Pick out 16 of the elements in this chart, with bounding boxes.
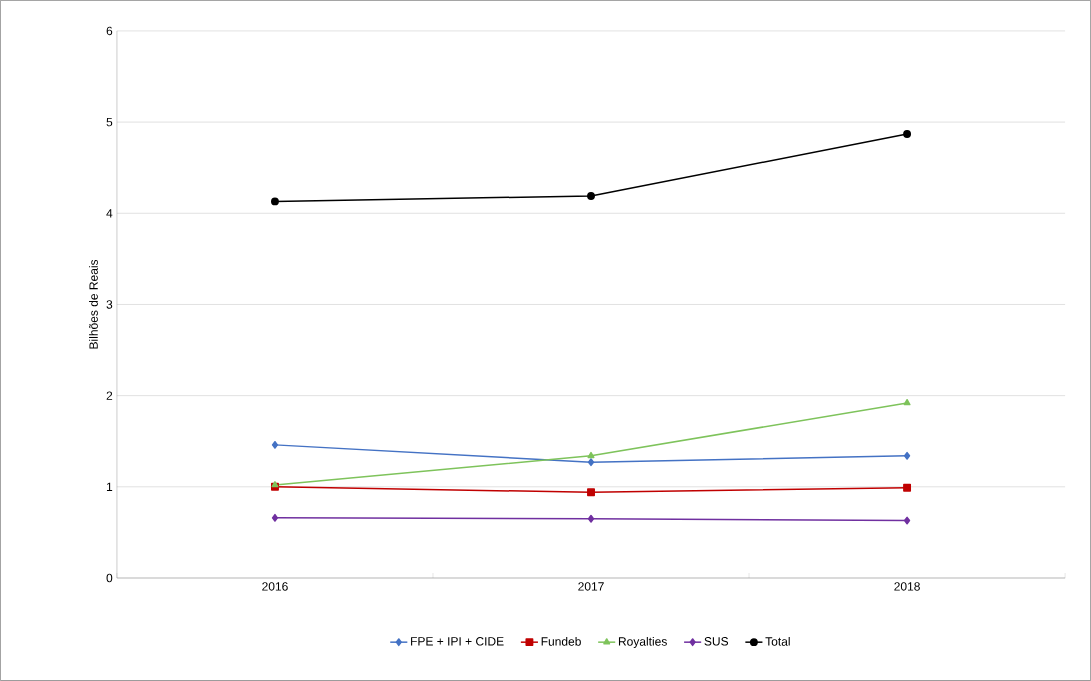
legend-label: SUS: [704, 637, 729, 646]
legend-label: FPE + IPI + CIDE: [411, 637, 504, 646]
y-axis-title: Bilhões de Reais: [89, 259, 98, 349]
y-tick-label: 5: [106, 117, 113, 127]
y-tick-label: 0: [106, 573, 113, 583]
x-tick-label: 2018: [894, 582, 920, 591]
y-tick-label: 2: [106, 391, 113, 400]
y-tick-label: 6: [106, 26, 113, 36]
legend-label: Total: [765, 636, 790, 646]
legend-label: Fundeb: [541, 636, 581, 646]
x-tick-label: 2016: [262, 582, 288, 591]
legend-label: Royalties: [618, 636, 667, 649]
y-tick-label: 1: [106, 482, 113, 491]
y-tick-label: 3: [106, 300, 113, 309]
x-tick-label: 2017: [578, 582, 604, 591]
y-tick-label: 4: [106, 209, 113, 218]
